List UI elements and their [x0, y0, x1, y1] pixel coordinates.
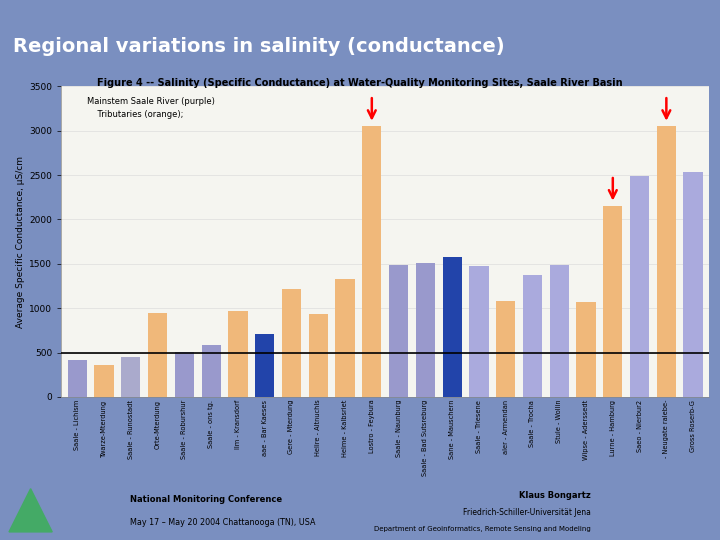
Y-axis label: Average Specific Conductance, µS/cm: Average Specific Conductance, µS/cm — [16, 156, 25, 328]
Text: Mainstem Saale River (purple)
    Tributaries (orange);: Mainstem Saale River (purple) Tributarie… — [87, 97, 215, 119]
Bar — [202, 345, 221, 397]
Bar — [148, 313, 167, 397]
Bar — [228, 311, 248, 397]
Polygon shape — [9, 489, 53, 532]
Bar — [336, 279, 355, 397]
Bar — [603, 206, 623, 397]
Bar — [523, 275, 542, 397]
Bar — [389, 265, 408, 397]
Bar — [255, 334, 274, 397]
Bar — [657, 126, 676, 397]
Bar — [362, 126, 382, 397]
Bar — [94, 364, 114, 397]
Bar — [496, 301, 516, 397]
Bar — [282, 289, 301, 397]
Bar — [415, 263, 435, 397]
Bar — [683, 172, 703, 397]
Bar — [443, 256, 462, 397]
Bar — [175, 352, 194, 397]
Text: Regional variations in salinity (conductance): Regional variations in salinity (conduct… — [13, 37, 505, 56]
Bar — [577, 302, 595, 397]
Bar — [309, 314, 328, 397]
Bar — [630, 176, 649, 397]
Bar — [121, 357, 140, 397]
Text: Klaus Bongartz: Klaus Bongartz — [518, 491, 590, 500]
Text: Department of Geoinformatics, Remote Sensing and Modeling: Department of Geoinformatics, Remote Sen… — [374, 526, 590, 532]
Bar — [469, 267, 489, 397]
Text: Figure 4 -- Salinity (Specific Conductance) at Water-Quality Monitoring Sites, S: Figure 4 -- Salinity (Specific Conductan… — [97, 78, 623, 87]
Bar — [68, 360, 87, 397]
Text: National Monitoring Conference: National Monitoring Conference — [130, 495, 282, 504]
Text: Friedrich-Schiller-Universität Jena: Friedrich-Schiller-Universität Jena — [462, 508, 590, 517]
Text: May 17 – May 20 2004 Chattanooga (TN), USA: May 17 – May 20 2004 Chattanooga (TN), U… — [130, 518, 315, 527]
Bar — [549, 265, 569, 397]
